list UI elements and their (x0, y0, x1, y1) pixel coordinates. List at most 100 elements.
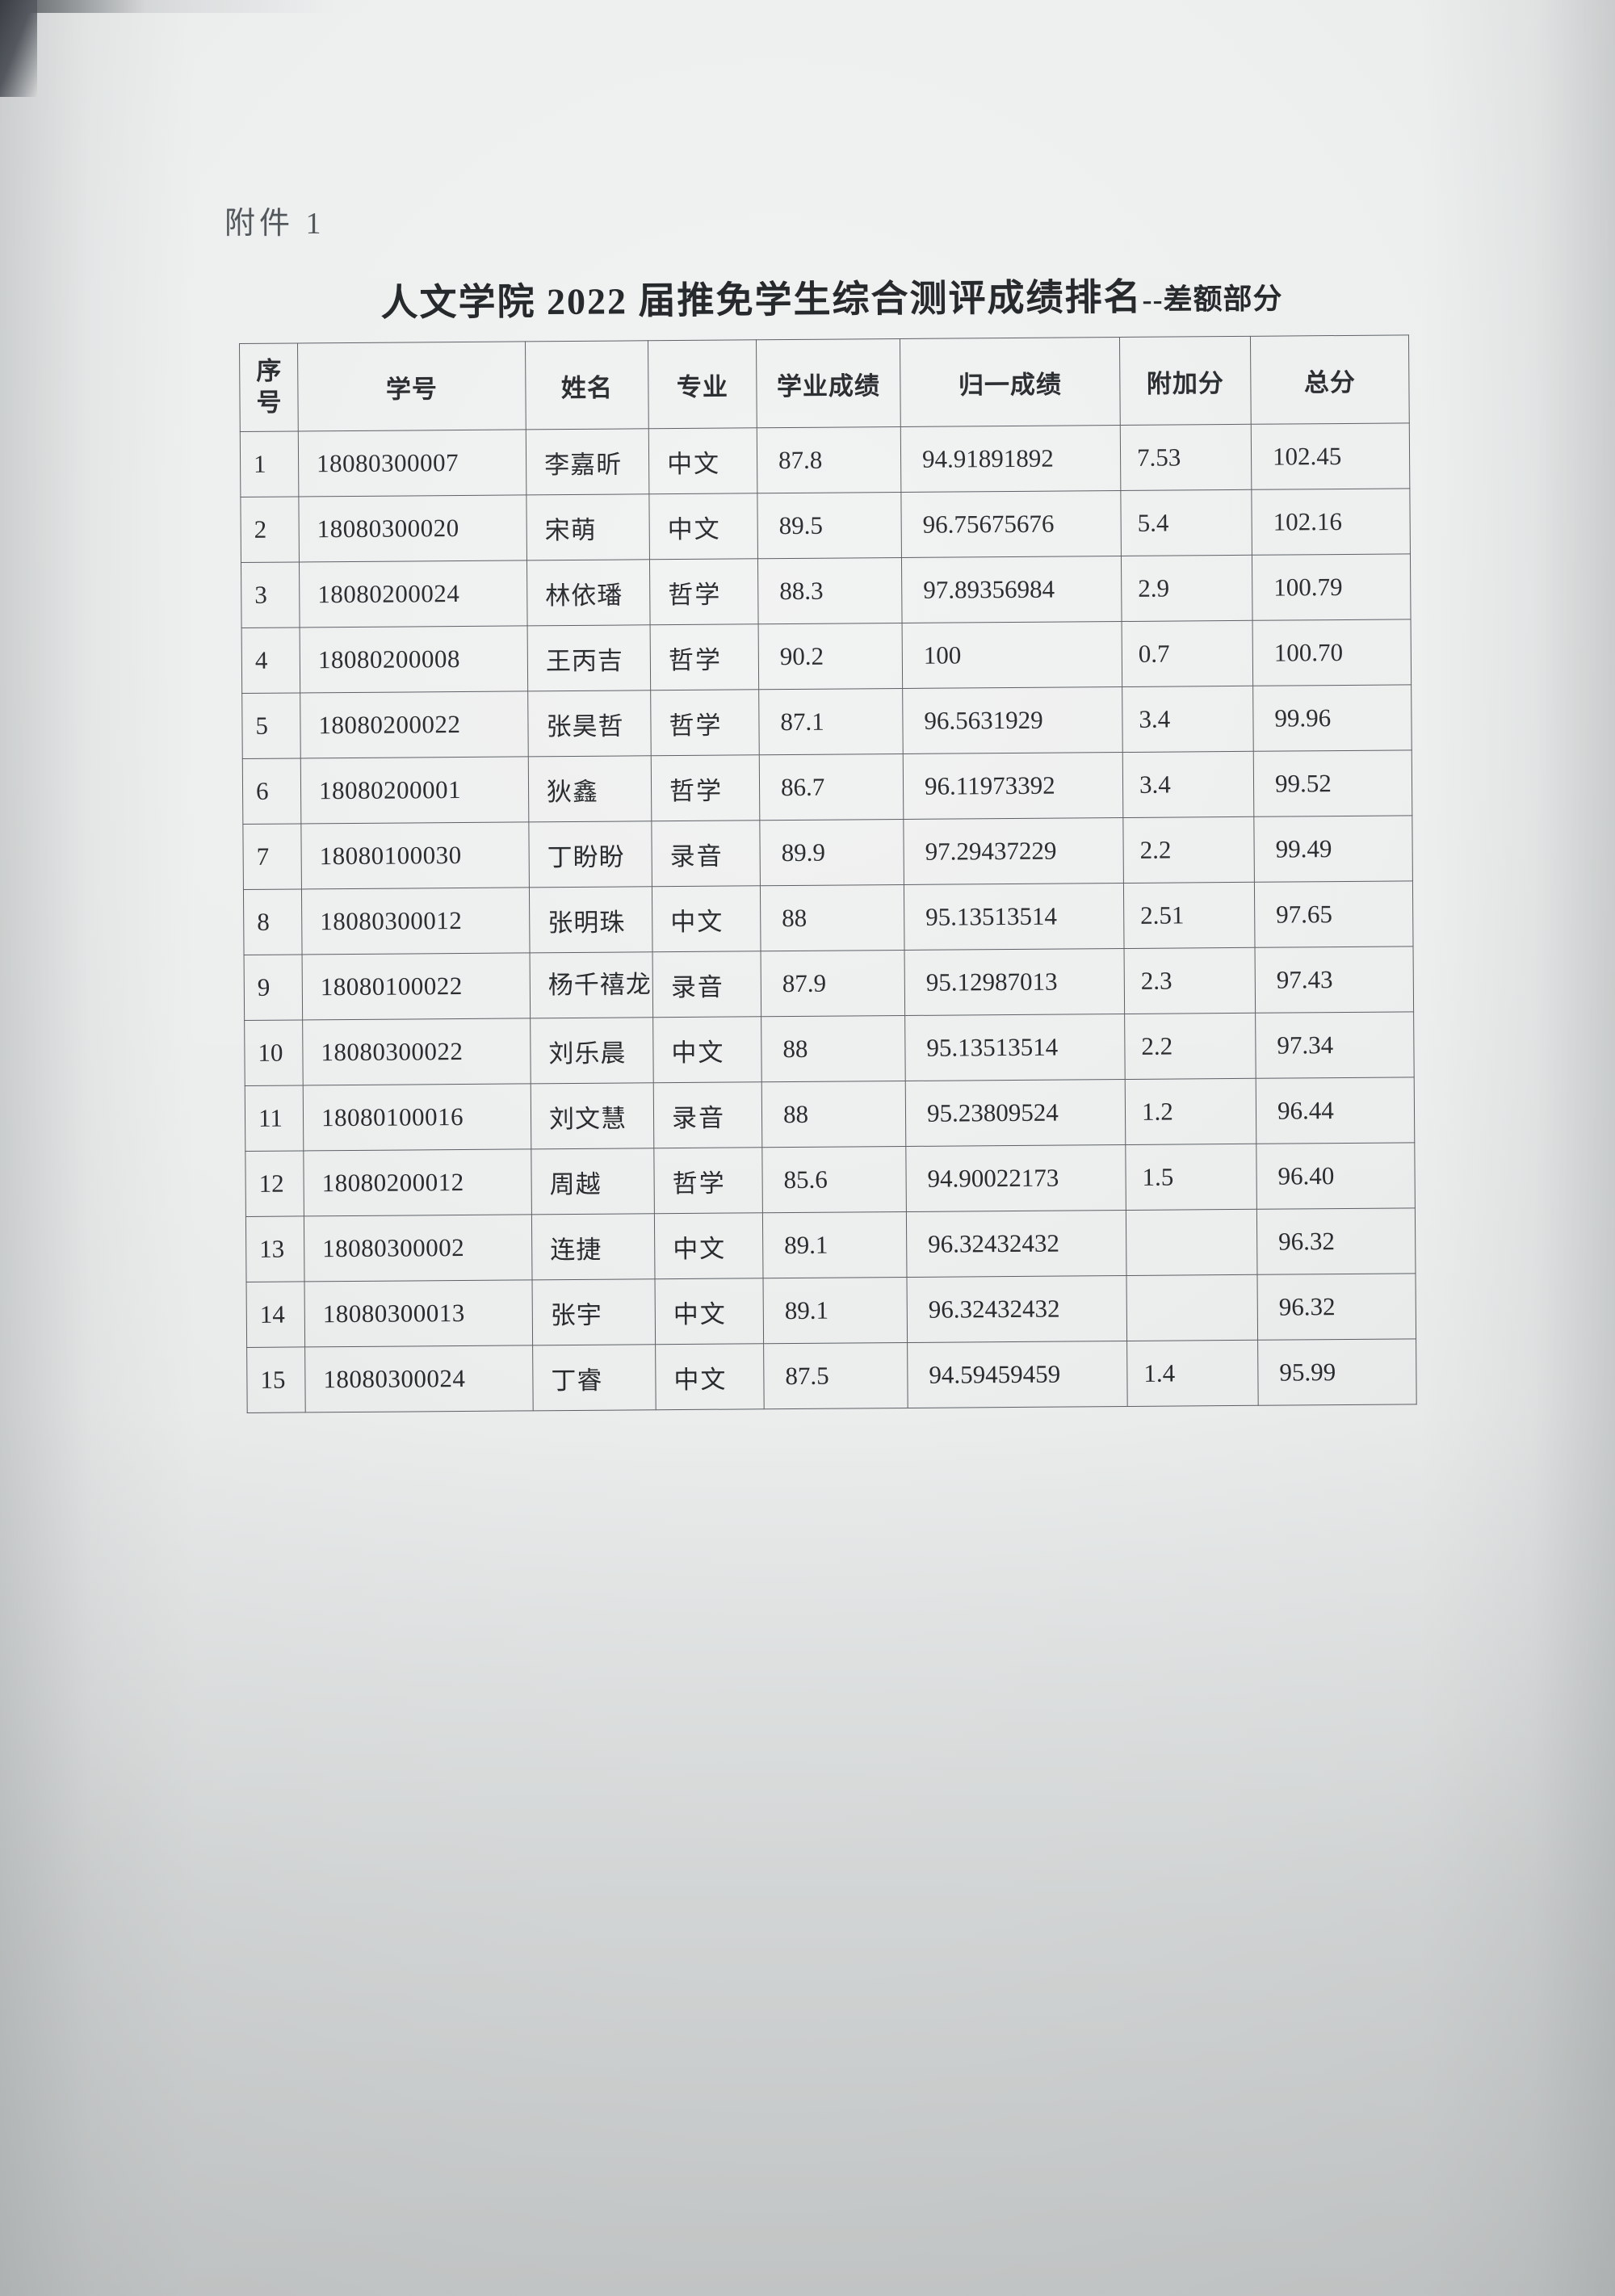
score-ranking-table: 序 号 学号 姓名 专业 学业成绩 归一成绩 附加分 总分 1 180803000… (239, 334, 1417, 1413)
cell-student-id: 18080100022 (302, 952, 531, 1020)
cell-total-score: 97.34 (1255, 1011, 1415, 1079)
cell-bonus-score: 3.4 (1122, 686, 1254, 753)
cell-student-id: 18080300020 (298, 494, 527, 562)
table-row: 15 18080300024 丁睿 中文 87.5 94.59459459 1.4 95.99 (246, 1338, 1417, 1413)
cell-name: 张宇 (532, 1278, 656, 1345)
cell-sequence: 14 (246, 1281, 305, 1348)
cell-bonus-score: 1.4 (1126, 1340, 1259, 1407)
column-header-sequence: 序 号 (239, 342, 299, 432)
cell-academic-score: 88 (760, 884, 905, 951)
cell-academic-score: 87.5 (763, 1342, 908, 1409)
cell-name: 林依璠 (526, 559, 651, 626)
cell-total-score: 99.49 (1253, 815, 1413, 883)
cell-name: 张明珠 (529, 886, 653, 953)
cell-student-id: 18080300013 (304, 1279, 533, 1347)
cell-total-score: 97.65 (1254, 880, 1414, 948)
cell-major: 中文 (648, 493, 758, 560)
table-row: 14 18080300013 张宇 中文 89.1 96.32432432 96.32 (246, 1273, 1416, 1348)
page-title-suffix: --差额部分 (1142, 282, 1283, 317)
cell-major: 中文 (652, 885, 761, 952)
cell-normalized-score: 96.32432432 (906, 1275, 1127, 1343)
column-header-academic-score: 学业成绩 (756, 338, 901, 428)
cell-major: 哲学 (651, 754, 760, 821)
cell-total-score: 96.44 (1256, 1077, 1415, 1144)
cell-bonus-score: 0.7 (1122, 620, 1253, 687)
cell-sequence: 1 (240, 430, 299, 497)
cell-major: 中文 (655, 1343, 765, 1410)
cell-normalized-score: 97.89356984 (901, 556, 1122, 623)
table-row: 2 18080300020 宋萌 中文 89.5 96.75675676 5.4 102.16 (240, 488, 1411, 563)
cell-total-score: 102.16 (1251, 488, 1411, 556)
cell-academic-score: 87.1 (758, 688, 904, 755)
cell-academic-score: 87.9 (761, 950, 905, 1017)
cell-normalized-score: 96.75675676 (900, 490, 1122, 558)
cell-name: 丁睿 (532, 1344, 656, 1411)
cell-major: 录音 (653, 1081, 762, 1148)
cell-student-id: 18080300002 (304, 1214, 533, 1282)
cell-name: 狄鑫 (528, 755, 652, 822)
cell-total-score: 102.45 (1251, 422, 1410, 490)
cell-student-id: 18080100016 (303, 1083, 531, 1151)
cell-major: 哲学 (653, 1147, 763, 1214)
table-row: 8 18080300012 张明珠 中文 88 95.13513514 2.51 97.65 (243, 880, 1414, 955)
cell-student-id: 18080200012 (303, 1148, 532, 1216)
column-header-name: 姓名 (525, 340, 649, 430)
cell-bonus-score: 2.3 (1124, 947, 1256, 1014)
cell-sequence: 7 (242, 823, 302, 890)
cell-bonus-score: 2.2 (1122, 816, 1255, 884)
cell-bonus-score: 3.4 (1122, 751, 1254, 818)
cell-sequence: 8 (243, 888, 303, 955)
cell-student-id: 18080200008 (300, 625, 528, 693)
cell-major: 哲学 (650, 689, 760, 756)
table-row: 13 18080300002 连捷 中文 89.1 96.32432432 96.32 (245, 1207, 1416, 1282)
column-header-major: 专业 (648, 339, 757, 429)
cell-name: 周越 (531, 1148, 655, 1215)
column-header-student-id: 学号 (297, 341, 526, 431)
cell-academic-score: 85.6 (761, 1146, 907, 1213)
cell-total-score: 100.70 (1252, 619, 1412, 686)
cell-name: 丁盼盼 (528, 821, 652, 888)
cell-normalized-score: 95.13513514 (904, 1014, 1126, 1081)
cell-sequence: 3 (241, 561, 300, 628)
cell-major: 哲学 (649, 558, 759, 625)
cell-major: 中文 (655, 1278, 764, 1345)
cell-normalized-score: 95.12987013 (904, 948, 1125, 1016)
cell-academic-score: 86.7 (759, 753, 904, 821)
cell-student-id: 18080200024 (299, 560, 528, 628)
cell-bonus-score: 7.53 (1120, 424, 1252, 491)
cell-total-score: 96.32 (1256, 1207, 1416, 1275)
cell-sequence: 4 (241, 627, 300, 694)
cell-name: 张昊哲 (527, 690, 652, 757)
column-header-total-score: 总分 (1250, 334, 1410, 425)
cell-total-score: 96.40 (1256, 1142, 1416, 1210)
cell-normalized-score: 96.5631929 (902, 686, 1123, 754)
table-row: 4 18080200008 王丙吉 哲学 90.2 100 0.7 100.70 (241, 619, 1412, 694)
cell-bonus-score: 5.4 (1120, 489, 1252, 556)
cell-bonus-score (1126, 1209, 1257, 1276)
cell-normalized-score: 95.23809524 (905, 1079, 1126, 1147)
cell-normalized-score: 94.90022173 (905, 1144, 1126, 1212)
cell-total-score: 95.99 (1257, 1338, 1417, 1406)
table-row: 6 18080200001 狄鑫 哲学 86.7 96.11973392 3.4 99.52 (242, 749, 1412, 825)
cell-academic-score: 88 (761, 1015, 906, 1082)
cell-sequence: 10 (244, 1019, 304, 1086)
table-row: 12 18080200012 周越 哲学 85.6 94.90022173 1.5 96.40 (245, 1142, 1416, 1217)
cell-major: 中文 (652, 1016, 762, 1083)
cell-bonus-score: 2.2 (1124, 1013, 1256, 1080)
table-row: 10 18080300022 刘乐晨 中文 88 95.13513514 2.2 97.34 (244, 1011, 1415, 1086)
column-header-bonus-score: 附加分 (1119, 336, 1252, 426)
cell-academic-score: 88 (761, 1081, 906, 1148)
cell-academic-score: 90.2 (758, 623, 903, 690)
cell-sequence: 5 (241, 692, 301, 759)
cell-academic-score: 89.9 (759, 819, 904, 886)
cell-major: 录音 (652, 951, 761, 1018)
cell-sequence: 11 (245, 1085, 304, 1152)
table-row: 7 18080100030 丁盼盼 录音 89.9 97.29437229 2.2 99.49 (242, 815, 1413, 890)
column-header-sequence-line1: 序 (256, 356, 282, 386)
cell-normalized-score: 97.29437229 (903, 817, 1124, 885)
cell-bonus-score: 2.9 (1121, 555, 1253, 622)
cell-sequence: 9 (244, 954, 303, 1021)
cell-total-score: 97.43 (1255, 946, 1414, 1014)
page-title-main: 人文学院 2022 届推免学生综合测评成绩排名 (380, 276, 1143, 324)
